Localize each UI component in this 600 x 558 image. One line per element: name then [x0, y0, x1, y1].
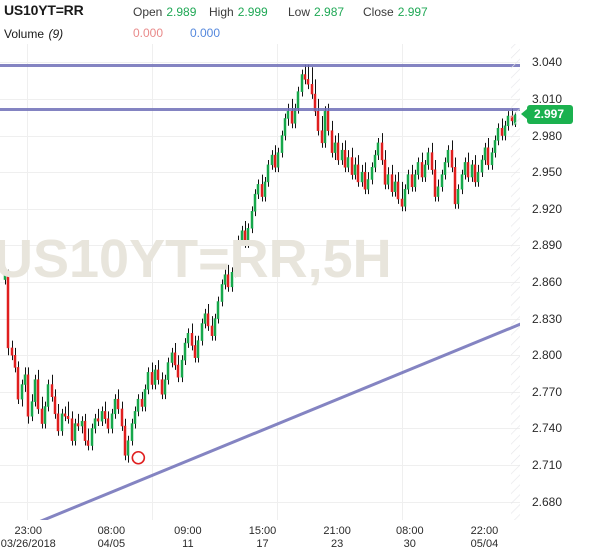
time-tick: 22:00 05/04 [471, 525, 499, 551]
time-tick-date: 03/26/2018 [0, 538, 56, 550]
time-tick: 09:00 11 [174, 525, 202, 551]
symbol-name[interactable]: US10YT=RR [4, 2, 84, 18]
price-tick: 2.980 [532, 128, 563, 143]
price-tick: 2.950 [532, 165, 563, 180]
ohlc-label: Close [363, 5, 394, 19]
price-tick: 2.740 [532, 421, 563, 436]
ohlc-value: 2.997 [397, 5, 428, 19]
ohlc-value: 2.999 [237, 5, 268, 19]
plot-area[interactable] [0, 44, 520, 520]
horizontal-lines[interactable] [0, 64, 520, 111]
price-tick: 2.860 [532, 275, 563, 289]
price-tick: 2.770 [532, 384, 563, 399]
time-tick: 15:00 17 [249, 525, 277, 551]
time-tick-time: 08:00 [396, 525, 424, 537]
volume-series-count: (9) [48, 27, 64, 41]
time-tick-time: 08:00 [97, 525, 126, 537]
time-tick: 08:00 30 [396, 525, 424, 551]
time-tick: 23:00 03/26/2018 [1, 525, 56, 551]
ohlc-close: Close 2.997 [363, 3, 428, 21]
ohlc-low: Low 2.987 [288, 3, 344, 21]
time-tick-time: 23:00 [14, 525, 43, 537]
price-tick: 2.890 [532, 238, 563, 253]
ohlc-label: High [209, 5, 234, 19]
ohlc-open: Open 2.989 [133, 3, 196, 21]
gridlines [0, 44, 520, 520]
price-tick: 2.920 [532, 201, 563, 216]
time-tick-time: 21:00 [323, 525, 351, 537]
time-tick-date: 17 [256, 538, 269, 550]
legend-row-volume: Volume (9) [4, 25, 63, 43]
ohlc-label: Open [133, 5, 163, 19]
time-scale[interactable]: 23:00 03/26/2018 08:00 04/05 09:00 11 15:00 17 2… [0, 520, 600, 558]
candlestick-svg [0, 44, 520, 520]
future-hatch-area [511, 44, 520, 520]
price-tick: 2.710 [532, 458, 563, 473]
time-tick-date: 30 [403, 538, 416, 550]
price-tick: 3.040 [532, 55, 563, 70]
price-scale[interactable]: 3.040 3.010 2.980 2.950 2.920 2.890 2.860 2.830… [520, 0, 600, 520]
ohlc-value: 2.989 [166, 5, 197, 19]
price-tick: 2.680 [532, 494, 563, 509]
time-tick-time: 09:00 [174, 525, 202, 537]
ohlc-value: 2.987 [314, 5, 345, 19]
ohlc-high: High 2.999 [209, 3, 268, 21]
time-tick: 21:00 23 [323, 525, 351, 551]
time-tick: 08:00 04/05 [98, 525, 126, 551]
time-tick-date: 23 [330, 538, 344, 550]
chart-legend: US10YT=RR Volume (9) Open 2.989 High 2.999 L… [0, 0, 600, 44]
price-tick: 3.010 [532, 91, 563, 106]
candlestick-series [3, 64, 517, 463]
trendline-markers[interactable] [131, 269, 520, 465]
volume-value-0: 0.000 [133, 26, 164, 40]
trendline[interactable] [5, 132, 520, 520]
price-tick: 2.830 [532, 311, 563, 326]
price-tick: 2.800 [532, 348, 563, 363]
last-price-badge: 2.997 [520, 105, 574, 125]
time-tick-time: 22:00 [470, 525, 499, 537]
volume-series-label[interactable]: Volume [4, 27, 45, 41]
ohlc-label: Low [288, 5, 311, 19]
volume-value-1: 0.000 [190, 26, 221, 40]
time-tick-date: 04/05 [97, 538, 126, 550]
time-tick-date: 11 [182, 538, 194, 550]
time-tick-date: 05/04 [470, 538, 499, 550]
legend-row-price: US10YT=RR [4, 2, 84, 20]
time-tick-time: 15:00 [248, 525, 277, 537]
